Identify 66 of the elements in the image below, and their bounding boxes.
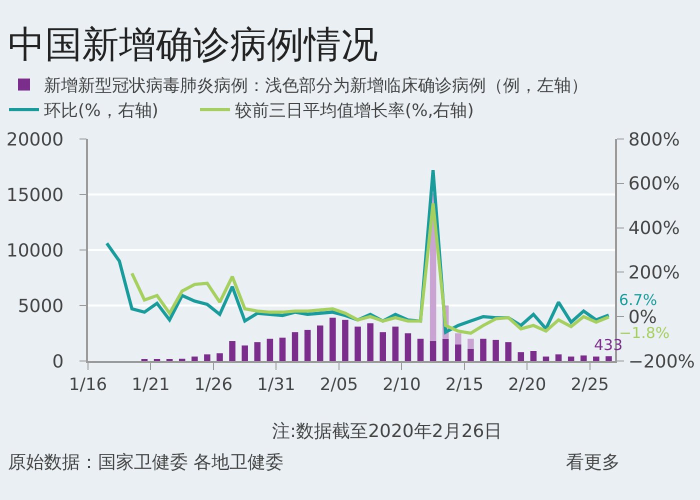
text: 看更多 xyxy=(566,452,620,473)
bar xyxy=(192,356,198,361)
y2-tick-label: 600% xyxy=(628,174,680,195)
bar xyxy=(468,348,474,361)
bar xyxy=(229,341,236,361)
y-tick-label: 5000 xyxy=(18,296,64,317)
x-tick-label: 2/20 xyxy=(508,375,546,396)
bar xyxy=(330,318,336,361)
bar xyxy=(292,332,298,361)
y-tick-label: 15000 xyxy=(6,184,64,206)
legend-label: 环比(%，右轴) xyxy=(44,101,158,122)
bar xyxy=(380,332,386,361)
y2-tick-label: 200% xyxy=(628,262,680,284)
y2-tick-label: 400% xyxy=(628,218,680,240)
data-label: 433 xyxy=(594,336,623,354)
bar xyxy=(518,352,524,361)
bar xyxy=(279,338,286,361)
x-tick-label: 2/10 xyxy=(382,375,421,396)
y-tick-label: 0 xyxy=(52,351,64,372)
bar xyxy=(555,354,562,361)
x-tick-label: 1/21 xyxy=(132,375,170,396)
bar xyxy=(254,342,261,361)
x-tick-label: 1/31 xyxy=(257,375,296,396)
x-tick-label: 2/05 xyxy=(320,375,358,396)
y2-tick-label: 0% xyxy=(628,306,657,328)
bar xyxy=(593,356,600,361)
x-tick-label: 2/25 xyxy=(570,375,609,396)
bar xyxy=(430,341,436,361)
bar xyxy=(455,333,462,344)
bar xyxy=(392,326,399,361)
y2-tick-label: 800% xyxy=(628,129,680,150)
bar xyxy=(505,342,512,361)
y2-tick-label: −200% xyxy=(628,351,695,372)
bar xyxy=(580,355,587,361)
legend-label: 较前三日平均值增长率(%,右轴) xyxy=(235,101,474,122)
x-tick-label: 1/26 xyxy=(194,375,233,396)
bar xyxy=(480,338,486,361)
line-series xyxy=(130,202,610,335)
bar xyxy=(542,356,550,361)
bar xyxy=(404,333,412,361)
legend-label: 新增新型冠状病毒肺炎病例：浅色部分为新增临床确诊病例（例，左轴） xyxy=(44,76,588,96)
bar xyxy=(266,338,274,361)
bar xyxy=(242,345,248,361)
bar xyxy=(316,325,324,361)
bar xyxy=(492,340,499,361)
bar xyxy=(342,320,348,361)
bar xyxy=(455,344,462,361)
bar xyxy=(304,330,311,361)
bar xyxy=(530,351,537,361)
x-tick-label: 2/15 xyxy=(445,375,484,396)
bar xyxy=(468,338,474,349)
x-tick-label: 1/16 xyxy=(68,375,108,396)
y-tick-label: 20000 xyxy=(6,129,64,150)
bar xyxy=(354,326,361,361)
bar xyxy=(442,338,449,361)
text: 注:数据截至2020年2月26日 xyxy=(272,421,502,442)
bar xyxy=(606,356,612,361)
chart-title: 中国新增确诊病例情况 xyxy=(8,22,378,66)
bar xyxy=(367,323,374,361)
data-label: 6.7% xyxy=(619,291,658,309)
bar xyxy=(204,354,210,361)
text: 原始数据：国家卫健委 各地卫健委 xyxy=(8,452,284,473)
bar xyxy=(417,338,424,361)
bar xyxy=(216,353,223,361)
bar xyxy=(568,356,574,361)
y-tick-label: 10000 xyxy=(6,240,64,262)
